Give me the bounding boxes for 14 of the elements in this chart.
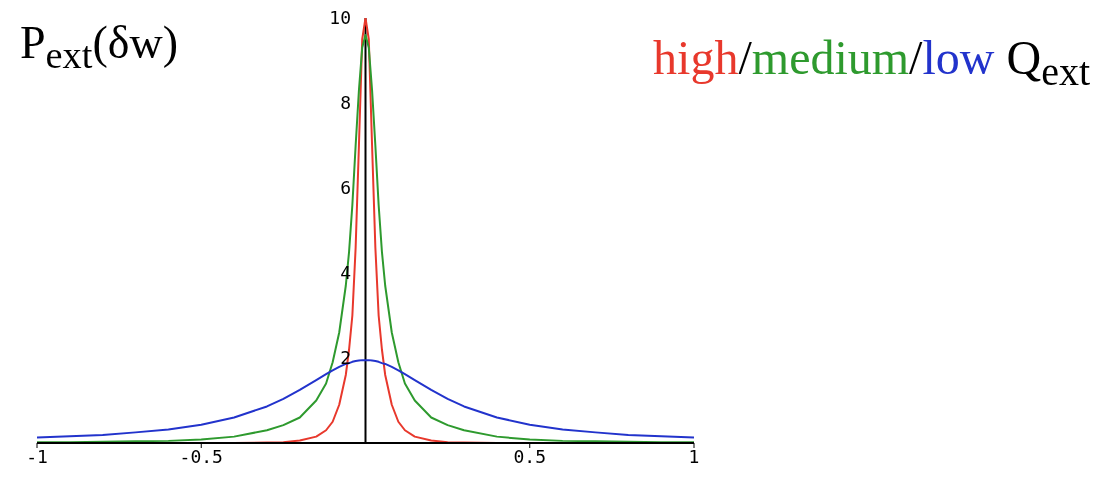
text: medium — [751, 31, 910, 84]
y-axis-title: P$_{ext}$(δw) — [20, 16, 178, 78]
y-tick-label: 6 — [340, 177, 351, 198]
y-tick-label: 10 — [329, 7, 351, 28]
text: low — [922, 31, 995, 84]
x-tick-label: -0.5 — [179, 445, 223, 467]
x-tick-label: 1 — [688, 445, 700, 467]
x-tick-label: -1 — [26, 445, 48, 467]
y-tick-label: 8 — [340, 92, 351, 113]
text: high — [653, 31, 739, 84]
text: / — [738, 31, 752, 84]
x-tick-label: 0.5 — [513, 445, 547, 467]
legend-title: Q$_{ext}$ — [1006, 31, 1090, 94]
text: / — [909, 31, 923, 84]
